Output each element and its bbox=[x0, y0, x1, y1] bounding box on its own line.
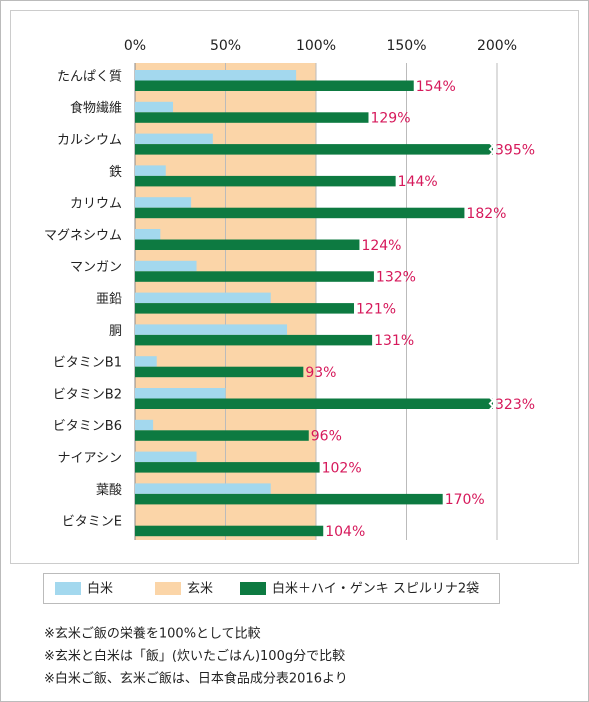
value-label: 182% bbox=[466, 206, 506, 222]
bar bbox=[135, 303, 355, 314]
footnote: ※白米ご飯、玄米ご飯は、日本食品成分表2016より bbox=[44, 671, 348, 687]
bar bbox=[135, 144, 493, 155]
x-tick-label: 150% bbox=[386, 38, 426, 54]
category-label: 食物繊維 bbox=[70, 100, 122, 116]
bar bbox=[135, 356, 157, 367]
bar bbox=[135, 493, 443, 505]
x-tick-label: 200% bbox=[477, 38, 517, 54]
legend-label: 玄米 bbox=[187, 582, 213, 597]
bar bbox=[135, 207, 465, 219]
category-label: マンガン bbox=[70, 260, 122, 275]
legend-swatch bbox=[240, 582, 266, 595]
category-label: 鉄 bbox=[109, 165, 122, 180]
category-label: マグネシウム bbox=[44, 228, 122, 243]
chart-frame bbox=[10, 10, 579, 564]
footnote: ※玄米ご飯の栄養を100%として比較 bbox=[44, 626, 261, 642]
bar bbox=[135, 324, 288, 335]
category-label: ビタミンB6 bbox=[53, 419, 122, 434]
category-label: ビタミンB1 bbox=[53, 356, 122, 371]
bar bbox=[135, 398, 493, 409]
category-label: 葉酸 bbox=[96, 483, 122, 498]
x-tick-label: 100% bbox=[296, 38, 336, 54]
bar bbox=[135, 334, 373, 346]
bar bbox=[135, 388, 226, 399]
category-label: カルシウム bbox=[57, 133, 122, 148]
category-label: 胴 bbox=[109, 324, 122, 339]
bar bbox=[135, 451, 197, 463]
category-label: ビタミンE bbox=[62, 515, 122, 530]
value-label: 104% bbox=[325, 524, 365, 540]
value-label: 131% bbox=[374, 333, 414, 349]
legend-swatch bbox=[155, 582, 181, 595]
legend-label: 白米＋ハイ・ゲンキ スピルリナ2袋 bbox=[272, 581, 479, 597]
value-label: 96% bbox=[311, 429, 342, 445]
value-label: 102% bbox=[322, 460, 362, 476]
footnote: ※玄米と白米は「飯」(炊いたごはん)100g分で比較 bbox=[44, 648, 345, 664]
category-label: 亜鉛 bbox=[96, 292, 122, 307]
legend-label: 白米 bbox=[87, 581, 113, 597]
bar bbox=[135, 271, 374, 282]
bar bbox=[135, 229, 161, 240]
legend-swatch bbox=[55, 582, 81, 595]
category-label: カリウム bbox=[70, 197, 122, 212]
bar bbox=[135, 462, 320, 473]
x-tick-label: 0% bbox=[124, 38, 146, 54]
bar bbox=[135, 80, 414, 91]
bar bbox=[135, 197, 192, 208]
category-label: ナイアシン bbox=[58, 451, 122, 466]
bar bbox=[135, 483, 271, 494]
bar bbox=[135, 70, 297, 81]
value-label: 144% bbox=[398, 174, 438, 190]
value-label: 93% bbox=[305, 365, 336, 381]
value-label: 132% bbox=[376, 270, 416, 286]
axis-break bbox=[488, 142, 495, 156]
x-tick-label: 50% bbox=[210, 38, 241, 54]
value-label: 395% bbox=[495, 142, 535, 158]
bar bbox=[135, 165, 166, 176]
bar bbox=[135, 419, 154, 431]
category-label: たんぱく質 bbox=[57, 69, 122, 84]
legend-box bbox=[43, 573, 500, 604]
value-label: 121% bbox=[356, 301, 396, 317]
bar bbox=[135, 101, 174, 113]
bar bbox=[135, 366, 304, 378]
bar bbox=[135, 525, 324, 537]
value-label: 154% bbox=[416, 79, 456, 95]
value-label: 170% bbox=[445, 492, 485, 508]
bar bbox=[135, 292, 271, 304]
value-label: 124% bbox=[361, 238, 401, 254]
axis-break bbox=[488, 396, 495, 411]
bar bbox=[135, 260, 197, 272]
value-label: 323% bbox=[495, 397, 535, 413]
bar bbox=[135, 112, 369, 123]
bar bbox=[135, 430, 309, 441]
value-label: 129% bbox=[370, 111, 410, 127]
bar bbox=[135, 133, 213, 145]
bar bbox=[135, 175, 396, 187]
category-label: ビタミンB2 bbox=[53, 387, 122, 402]
bar bbox=[135, 239, 360, 250]
